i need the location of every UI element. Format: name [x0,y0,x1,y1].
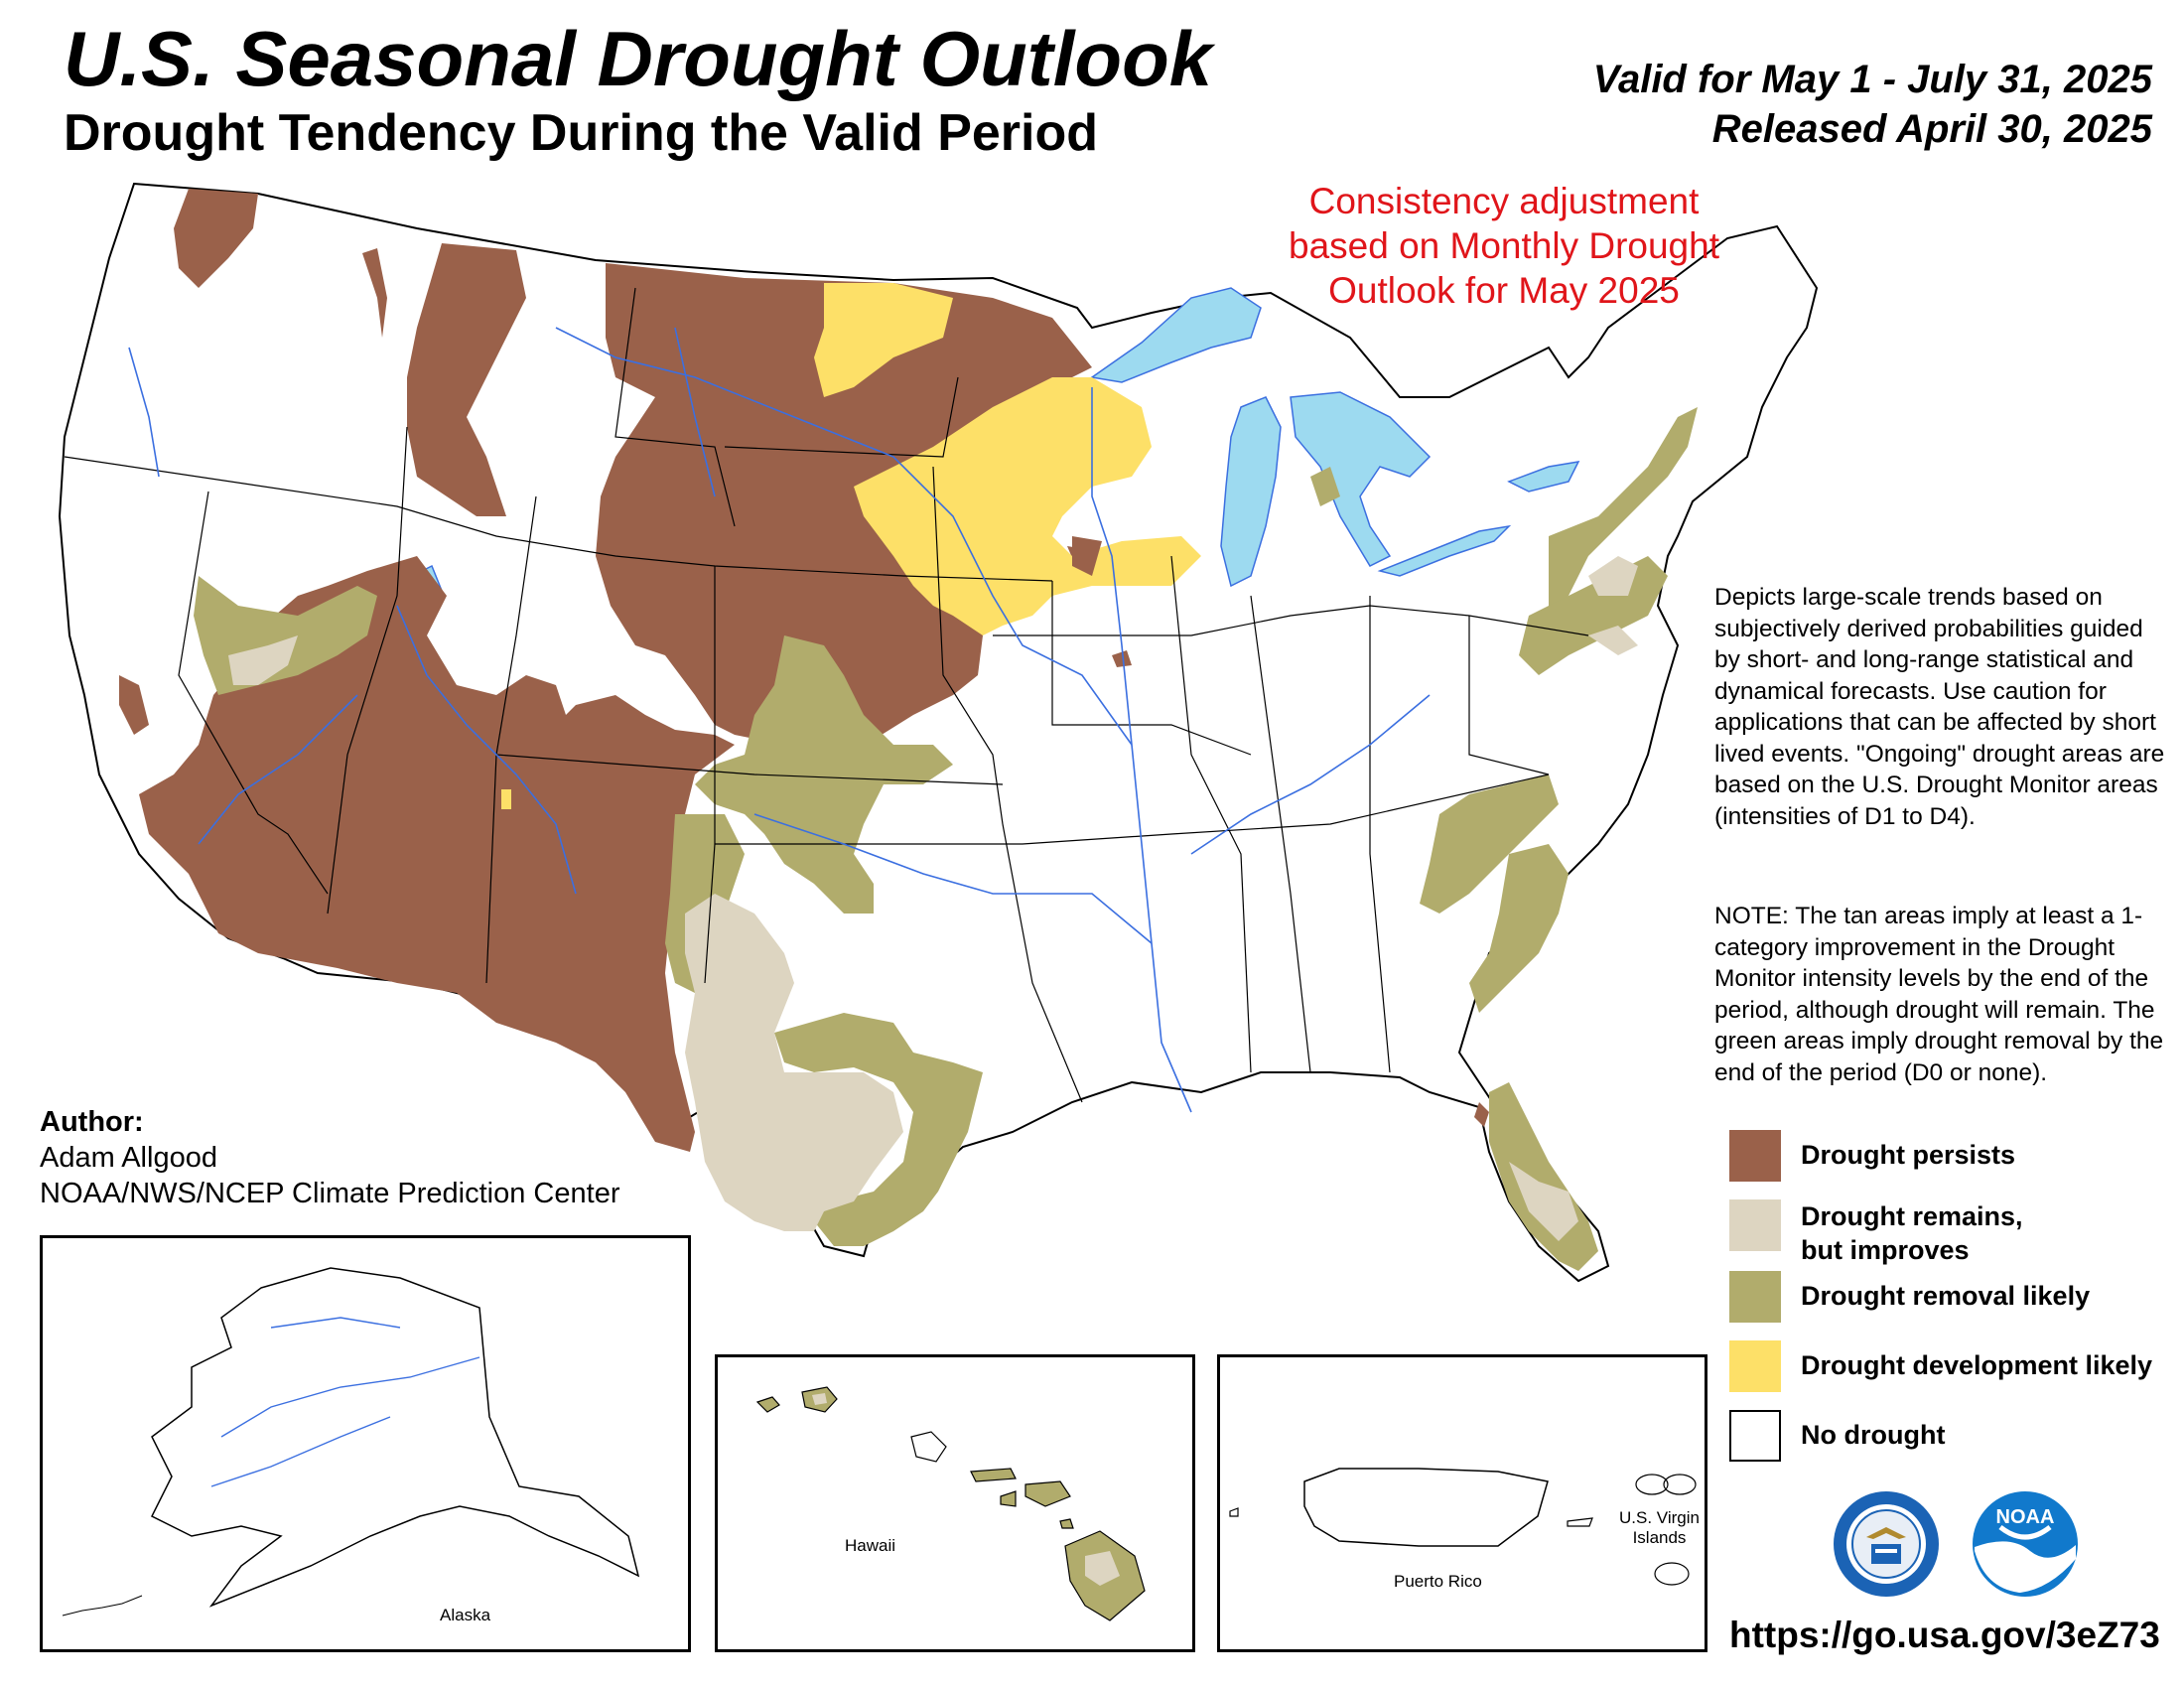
legend-label-removal: Drought removal likely [1801,1281,2091,1311]
puerto-rico-map [1229,1468,1697,1586]
commerce-seal-icon [1834,1491,1939,1597]
legend-swatch-no-drought [1729,1410,1781,1462]
legend-item-removal: Drought removal likely [1729,1271,2181,1340]
legend-label-no-drought: No drought [1801,1420,1946,1450]
noaa-logo-text: NOAA [1996,1506,2055,1528]
legend-label-development: Drought development likely [1801,1350,2153,1380]
consistency-note: Consistency adjustment based on Monthly … [1289,181,1719,311]
legend-item-development: Drought development likely [1729,1340,2181,1410]
legend-swatch-development [1729,1340,1781,1392]
noaa-logo-icon: NOAA [1973,1491,2078,1597]
author-name: Adam Allgood [40,1142,217,1174]
lake-erie [1377,524,1512,577]
map-subtitle: Drought Tendency During the Valid Period [64,104,1099,162]
lake-ontario [1507,461,1580,492]
drought-persists-areas [119,189,1489,1152]
author-label: Author: [40,1106,144,1138]
map-note: NOTE: The tan areas imply at least a 1-c… [1714,903,2164,1086]
legend-label-persists: Drought persists [1801,1140,2016,1170]
legend-label-improves: Drought remains, but improves [1801,1201,2023,1265]
outlook-url[interactable]: https://go.usa.gov/3eZ73 [1729,1615,2160,1655]
hawaii-label: Hawaii [845,1536,896,1555]
rivers [128,327,1431,1113]
alaska-map [62,1267,640,1617]
legend-swatch-persists [1729,1130,1781,1182]
author-org: NOAA/NWS/NCEP Climate Prediction Center [40,1178,620,1209]
virgin-islands-label: U.S. Virgin Islands [1619,1508,1700,1547]
legend-swatch-improves [1729,1199,1781,1251]
legend-item-improves: Drought remains, but improves [1729,1199,2181,1271]
legend-item-persists: Drought persists [1729,1130,2181,1199]
alaska-inset: Alaska [40,1235,691,1652]
lake-michigan [1220,396,1282,588]
map-description: Depicts large-scale trends based on subj… [1714,584,2165,830]
lake-superior [1090,287,1262,383]
puerto-rico-label: Puerto Rico [1394,1572,1482,1591]
hawaii-map [755,1386,1146,1621]
drought-development-areas [501,283,1201,809]
alaska-label: Alaska [440,1606,491,1624]
state-borders [64,287,1589,1103]
release-date: Released April 30, 2025 [1711,107,2152,151]
legend-item-no-drought: No drought [1729,1410,2181,1479]
author-block: Author: Adam Allgood NOAA/NWS/NCEP Clima… [40,1104,619,1211]
hawaii-inset: Hawaii [715,1354,1195,1652]
valid-period: Valid for May 1 - July 31, 2025 [1592,58,2152,101]
drought-improves-areas [228,556,1638,1241]
puerto-rico-inset: Puerto Rico U.S. Virgin Islands [1217,1354,1707,1652]
legend-swatch-removal [1729,1271,1781,1323]
legend: Drought persists Drought remains, but im… [1729,1130,2181,1479]
map-title: U.S. Seasonal Drought Outlook [64,15,1213,102]
